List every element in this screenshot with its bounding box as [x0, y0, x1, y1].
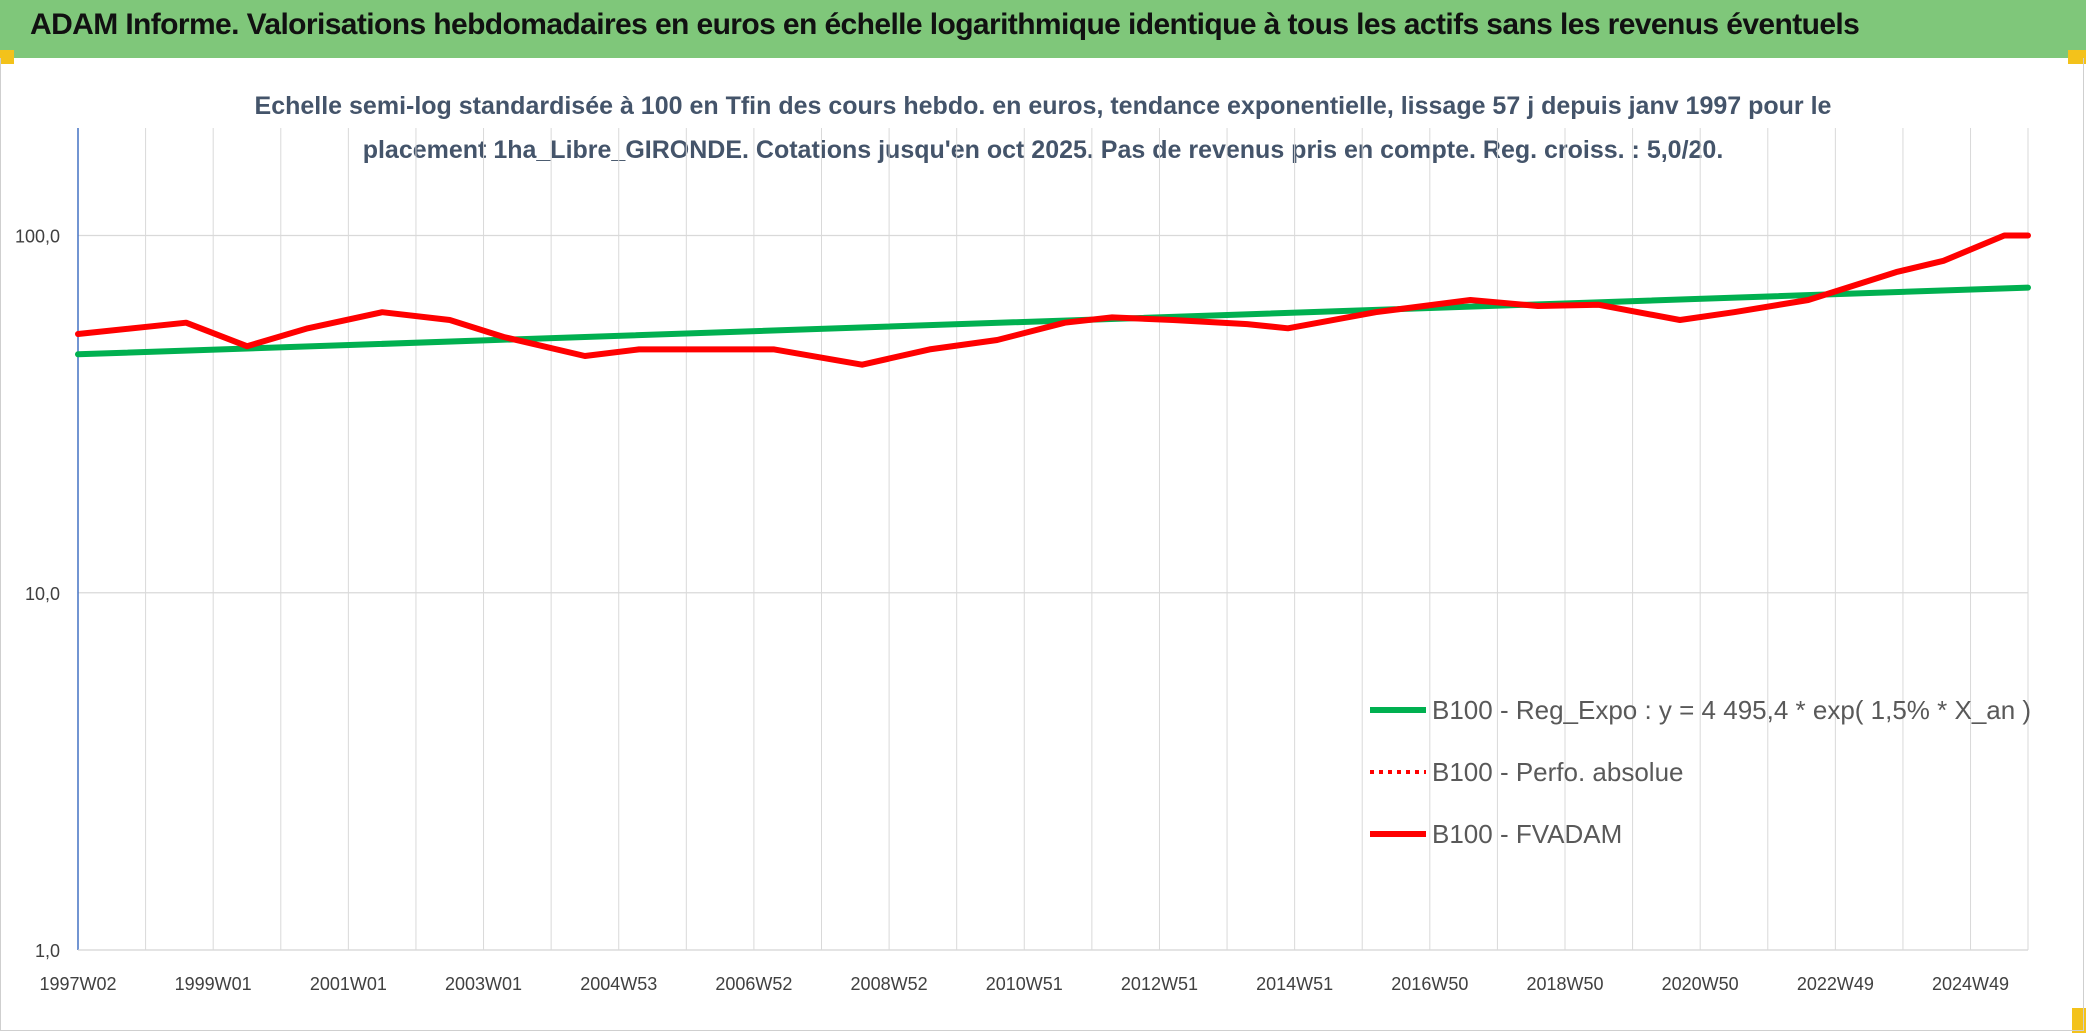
- y-tick-label: 100,0: [15, 227, 60, 247]
- legend-label-perf: B100 - Perfo. absolue: [1432, 757, 1684, 787]
- legend-label-trend: B100 - Reg_Expo : y = 4 495,4 * exp( 1,5…: [1432, 695, 2031, 725]
- corner-marker-top-left: [0, 50, 14, 64]
- x-tick-label: 2016W50: [1391, 974, 1468, 994]
- x-tick-label: 2003W01: [445, 974, 522, 994]
- x-tick-label: 2001W01: [310, 974, 387, 994]
- x-tick-label: 2004W53: [580, 974, 657, 994]
- x-tick-label: 2014W51: [1256, 974, 1333, 994]
- x-tick-label: 2006W52: [715, 974, 792, 994]
- chart-subtitle-line-1: Echelle semi-log standardisée à 100 en T…: [255, 92, 1832, 120]
- x-tick-label: 2010W51: [986, 974, 1063, 994]
- x-tick-label: 2024W49: [1932, 974, 2009, 994]
- header-bar: ADAM Informe. Valorisations hebdomadaire…: [0, 0, 2086, 58]
- x-tick-label: 1997W02: [39, 974, 116, 994]
- series: [75, 232, 2031, 368]
- legend: B100 - Reg_Expo : y = 4 495,4 * exp( 1,5…: [1370, 695, 2031, 849]
- x-tick-label: 2008W52: [851, 974, 928, 994]
- x-tick-label: 1999W01: [175, 974, 252, 994]
- chart-frame: [0, 58, 2084, 1031]
- page-title: ADAM Informe. Valorisations hebdomadaire…: [30, 8, 1860, 41]
- legend-label-fvadam: B100 - FVADAM: [1432, 819, 1622, 849]
- chart-subtitle-line-2: placement 1ha_Libre_GIRONDE. Cotations j…: [363, 136, 1724, 164]
- y-tick-label: 1,0: [35, 941, 60, 961]
- series-line-fvadam: [75, 232, 2031, 368]
- x-tick-label: 2012W51: [1121, 974, 1198, 994]
- x-tick-label: 2018W50: [1526, 974, 1603, 994]
- y-tick-label: 10,0: [25, 584, 60, 604]
- series-line-trend: [75, 284, 2031, 358]
- corner-marker-top-right: [2068, 50, 2086, 64]
- x-tick-label: 2020W50: [1662, 974, 1739, 994]
- corner-marker-bottom-right: [2072, 1008, 2086, 1033]
- grid: [77, 128, 2029, 951]
- x-tick-label: 2022W49: [1797, 974, 1874, 994]
- axes: 1,0 10,0 100,0 1997W02 1999W01 2001W01 2003W01…: [15, 128, 2028, 994]
